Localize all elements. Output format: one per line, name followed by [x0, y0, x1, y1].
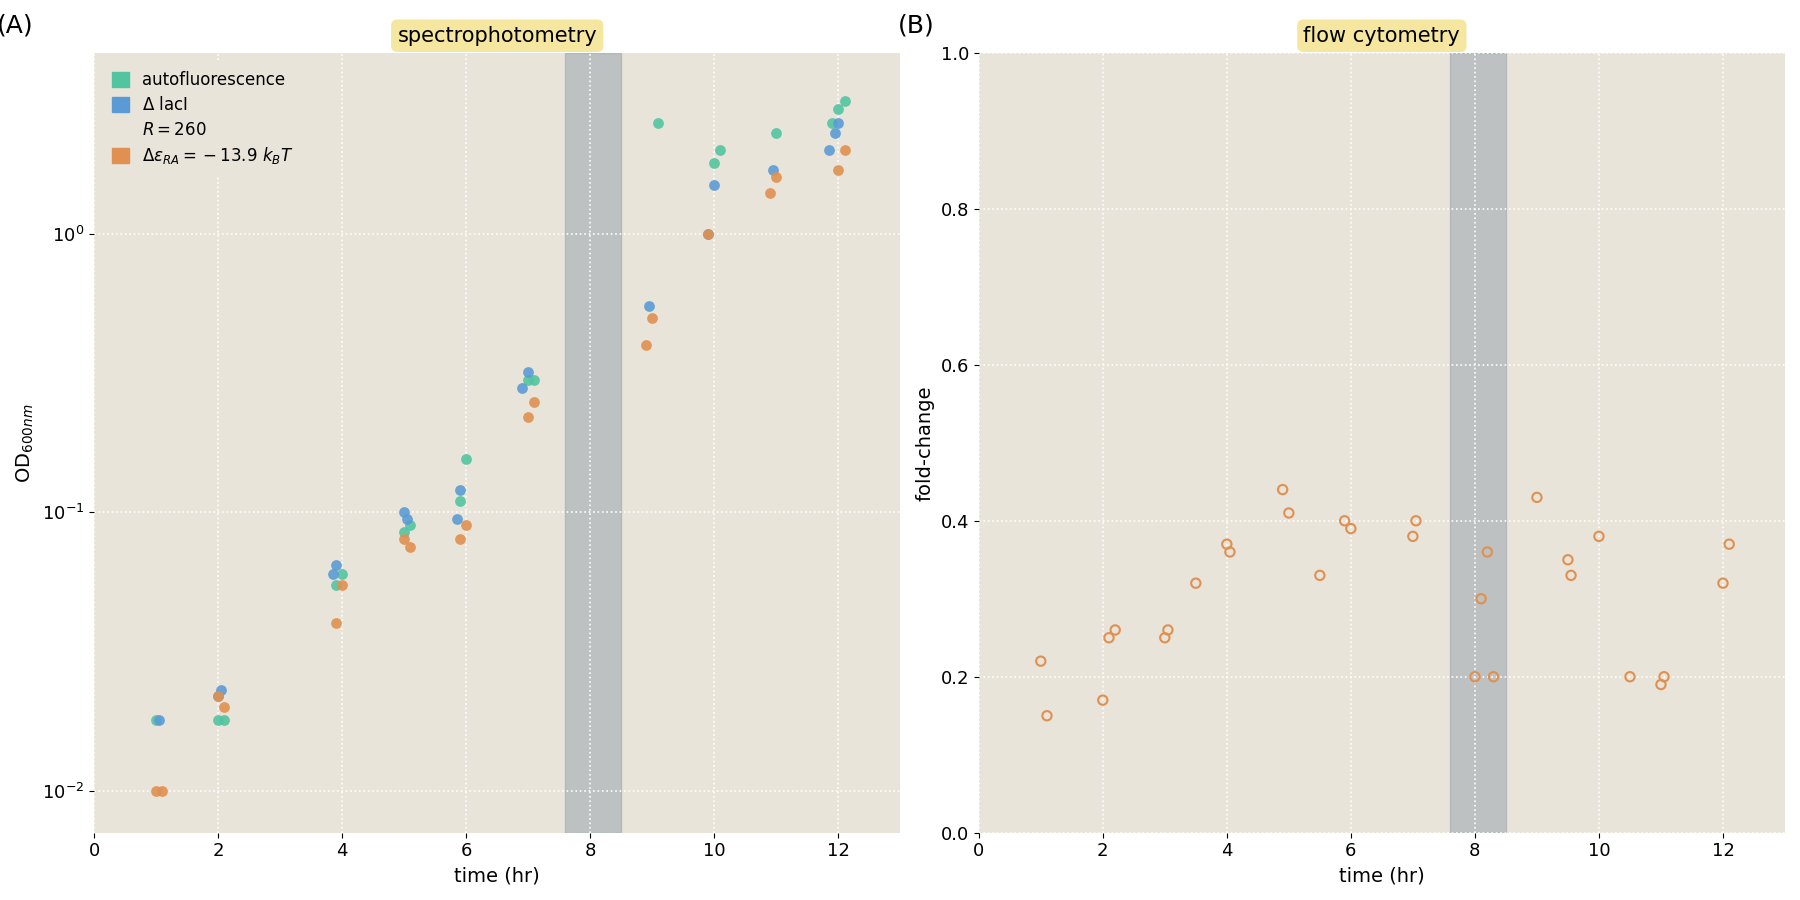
Point	[446, 494, 475, 508]
Point	[1647, 678, 1676, 692]
Point	[148, 784, 176, 798]
X-axis label: time (hr): time (hr)	[1339, 866, 1426, 885]
Point	[1472, 544, 1501, 559]
Title: flow cytometry: flow cytometry	[1303, 26, 1460, 46]
Point	[761, 170, 790, 184]
Point	[1274, 506, 1303, 520]
Point	[446, 532, 475, 546]
Title: spectrophotometry: spectrophotometry	[398, 26, 598, 46]
Point	[328, 567, 356, 581]
Point	[1523, 491, 1552, 505]
Point	[1557, 568, 1586, 582]
Point	[1330, 514, 1359, 528]
Point	[824, 116, 853, 130]
Point	[203, 688, 232, 703]
Point	[1213, 537, 1242, 552]
Point	[1708, 576, 1737, 590]
Point	[396, 540, 425, 554]
Text: (A): (A)	[0, 14, 34, 37]
Point	[1553, 553, 1582, 567]
Point	[761, 126, 790, 140]
Point	[1480, 670, 1508, 684]
Point	[391, 505, 419, 519]
Point	[1154, 623, 1183, 637]
Point	[142, 713, 171, 727]
Point	[760, 163, 788, 177]
Point	[508, 381, 536, 395]
Point	[815, 143, 844, 157]
Point	[637, 310, 666, 325]
Point	[452, 518, 481, 533]
Point	[203, 688, 232, 703]
Point	[1150, 631, 1179, 645]
Point	[322, 557, 351, 572]
Point	[391, 525, 419, 539]
Point	[1336, 521, 1364, 535]
Bar	[565, 53, 621, 833]
Point	[452, 452, 481, 466]
Point	[513, 364, 542, 379]
Y-axis label: fold-change: fold-change	[916, 385, 934, 500]
Point	[824, 163, 853, 177]
Point	[203, 713, 232, 727]
Point	[700, 177, 729, 192]
Point	[211, 713, 239, 727]
Point	[1649, 670, 1678, 684]
Point	[1026, 654, 1055, 669]
Point	[1460, 670, 1489, 684]
Bar	[1451, 53, 1507, 833]
Point	[1215, 544, 1244, 559]
Point	[328, 578, 356, 592]
Point	[1402, 514, 1431, 528]
Point	[1094, 631, 1123, 645]
Point	[1089, 693, 1118, 707]
Point	[211, 700, 239, 715]
Point	[319, 567, 347, 581]
Point	[1269, 482, 1298, 497]
Point	[396, 518, 425, 533]
Point	[446, 483, 475, 498]
Text: (B): (B)	[898, 14, 934, 37]
Point	[1181, 576, 1210, 590]
Point	[644, 116, 673, 130]
Point	[635, 299, 664, 313]
Point	[830, 94, 859, 108]
Point	[207, 683, 236, 698]
Point	[1467, 591, 1496, 606]
Point	[1033, 708, 1062, 723]
Point	[817, 116, 846, 130]
Point	[756, 186, 785, 201]
Point	[513, 410, 542, 424]
Point	[1715, 537, 1744, 552]
X-axis label: time (hr): time (hr)	[454, 866, 540, 885]
Point	[520, 373, 549, 387]
Point	[706, 143, 734, 157]
Point	[830, 143, 859, 157]
Point	[322, 616, 351, 631]
Point	[821, 126, 850, 140]
Point	[693, 227, 722, 241]
Point	[632, 338, 661, 352]
Legend: autofluorescence, $\Delta$ lacI, $R=260$, $\Delta\varepsilon_{RA}=-13.9\ k_BT$: autofluorescence, $\Delta$ lacI, $R=260$…	[103, 61, 304, 176]
Point	[513, 373, 542, 387]
Point	[1584, 529, 1613, 544]
Point	[824, 103, 853, 117]
Point	[1616, 670, 1645, 684]
Y-axis label: OD$_{600nm}$: OD$_{600nm}$	[14, 403, 36, 482]
Point	[700, 156, 729, 170]
Point	[443, 511, 472, 526]
Point	[1102, 623, 1130, 637]
Point	[144, 713, 173, 727]
Point	[392, 511, 421, 526]
Point	[142, 784, 171, 798]
Point	[322, 578, 351, 592]
Point	[1305, 568, 1334, 582]
Point	[520, 394, 549, 409]
Point	[391, 532, 419, 546]
Point	[693, 227, 722, 241]
Point	[1399, 529, 1427, 544]
